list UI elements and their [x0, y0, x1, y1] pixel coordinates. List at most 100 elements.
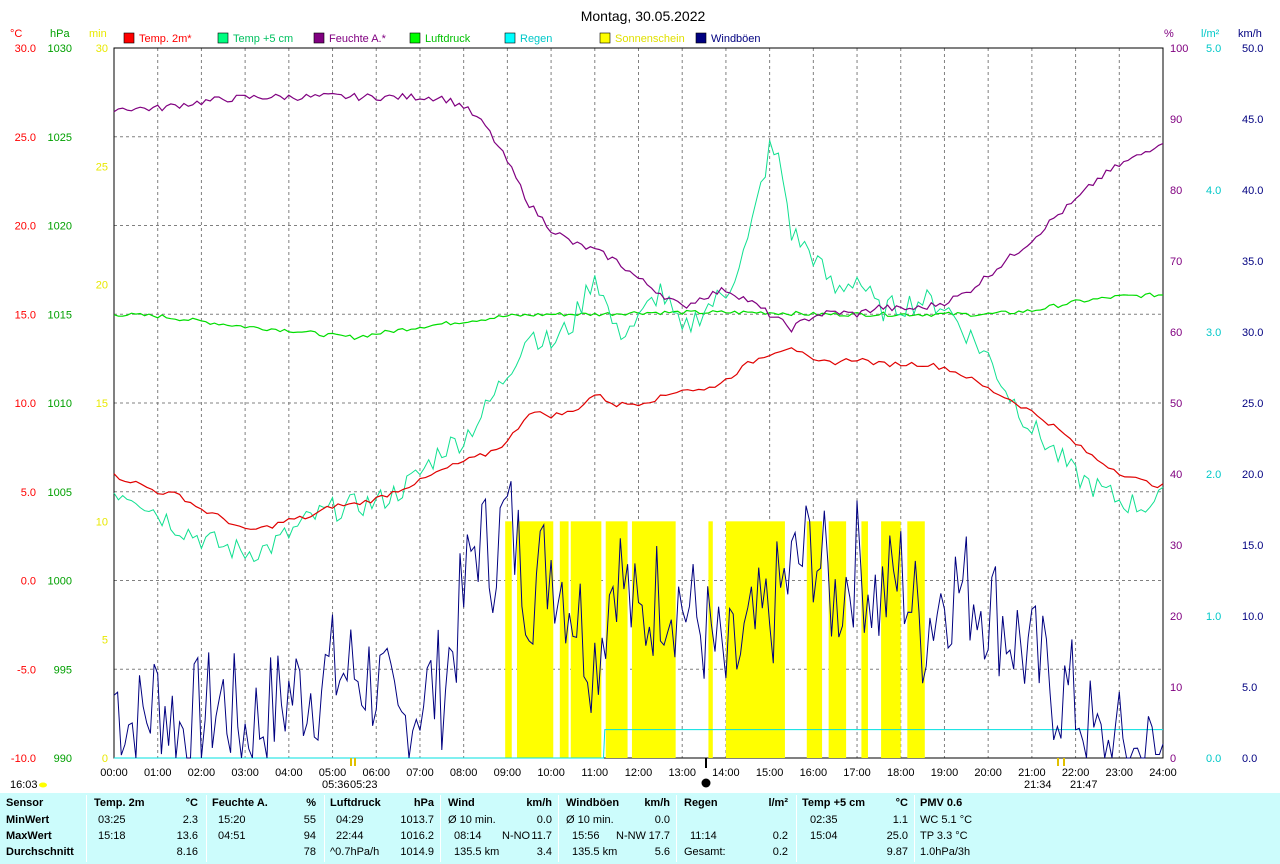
sensor-max-label: MaxWert — [6, 830, 52, 842]
rain-title: Regen — [684, 797, 718, 809]
pressure-title: Luftdruck — [330, 797, 381, 809]
legend-swatch — [599, 32, 611, 44]
hpa-tick-label: 1020 — [48, 221, 72, 233]
temp5-unit: °C — [895, 797, 908, 809]
sun-marker-icon — [39, 782, 47, 788]
series-lines — [113, 92, 1164, 759]
wind-avg10-label: Ø 10 min. — [448, 814, 496, 826]
hpa-tick-label: 990 — [54, 753, 72, 765]
gusts-unit: km/h — [644, 797, 670, 809]
gusts-line — [113, 481, 1164, 759]
kmh-tick-label: 20.0 — [1242, 469, 1263, 481]
kmh-tick-label: 30.0 — [1242, 327, 1263, 339]
pct-tick-label: 50 — [1170, 398, 1182, 410]
temp5cm-line — [113, 140, 1164, 563]
sunshine-bars — [505, 521, 925, 758]
temp-axis-unit: °C — [10, 28, 22, 40]
time-tick-label: 00:00 — [100, 767, 128, 779]
min-tick-label: 20 — [96, 280, 108, 292]
wind-title: Wind — [448, 797, 475, 809]
pmv-dewpoint: TP 3.3 °C — [920, 830, 968, 842]
kmh-tick-label: 25.0 — [1242, 398, 1263, 410]
hpa-tick-label: 995 — [54, 664, 72, 676]
sunrise-label: 05:36 — [322, 779, 350, 791]
legend-swatch — [504, 32, 516, 44]
gusts-max-value: 17.7 — [648, 830, 670, 842]
min-tick-label: 15 — [96, 398, 108, 410]
time-tick-label: 19:00 — [931, 767, 959, 779]
weather-chart: Montag, 30.05.2022 Temp. 2m* Temp +5 cm Fe… — [10, 8, 1263, 791]
gusts-max-time: 15:56 — [572, 830, 600, 842]
sunshine-bar — [605, 521, 628, 758]
current-time-label: 16:03 — [10, 779, 38, 791]
sunshine-bar — [708, 521, 713, 758]
time-tick-label: 18:00 — [887, 767, 915, 779]
time-tick-label: 17:00 — [843, 767, 871, 779]
chart-title: Montag, 30.05.2022 — [581, 8, 706, 24]
legend-swatch — [217, 32, 229, 44]
kmh-tick-label: 0.0 — [1242, 753, 1257, 765]
stats-pmv: PMV 0.6 WC 5.1 °C TP 3.3 °C 1.0hPa/3h — [916, 793, 1016, 864]
wind-avg10-value: 0.0 — [536, 814, 552, 826]
gusts-distance: 135.5 km — [572, 846, 618, 858]
rain-tick-label: 4.0 — [1206, 185, 1221, 197]
sensor-min-label: MinWert — [6, 814, 50, 826]
sunshine-bar — [505, 521, 512, 758]
temp-tick-label: 25.0 — [15, 132, 36, 144]
stats-temp2m: Temp. 2m °C 03:25 2.3 15:18 13.6 8.16 — [88, 793, 206, 864]
legend-label: Windböen — [711, 33, 761, 45]
stats-sensor: Sensor MinWert MaxWert Durchschnitt — [0, 793, 86, 864]
time-tick-label: 22:00 — [1062, 767, 1090, 779]
rain-tick-label: 1.0 — [1206, 611, 1221, 623]
pct-tick-label: 0 — [1170, 753, 1176, 765]
temp5-avg-value: 9.87 — [886, 846, 908, 858]
humidity-max-value: 94 — [303, 830, 316, 842]
rain-total-label: Gesamt: — [684, 846, 726, 858]
legend-swatch — [123, 32, 135, 44]
pct-tick-label: 100 — [1170, 43, 1188, 55]
axis-labels: °C hPa min% l/m² km/h 30.0 25.0 20.0 15.0 10.0 5.0… — [10, 28, 1263, 779]
rain-tick-label: 0.0 — [1206, 753, 1221, 765]
sensor-avg-label: Durchschnitt — [6, 846, 74, 858]
time-tick-label: 01:00 — [144, 767, 172, 779]
pct-tick-label: 10 — [1170, 682, 1182, 694]
rain-max-value: 0.2 — [772, 830, 788, 842]
moon-icon — [701, 778, 711, 788]
pct-tick-label: 60 — [1170, 327, 1182, 339]
pressure-min-time: 04:29 — [336, 814, 364, 826]
pressure-trend: ^0.7hPa/h — [330, 846, 380, 858]
time-tick-label: 11:00 — [581, 767, 608, 779]
sunshine-bar — [907, 521, 925, 758]
humidity-unit: % — [306, 797, 316, 809]
temp2m-avg-value: 8.16 — [176, 846, 198, 858]
legend-label: Temp +5 cm — [233, 33, 293, 45]
stats-gusts: Windböen km/h Ø 10 min. 0.0 15:56 N-NW 1… — [560, 793, 676, 864]
min-axis-unit: min — [89, 28, 107, 40]
humidity-avg-value: 78 — [303, 846, 316, 858]
pmv-windchill: WC 5.1 °C — [920, 814, 973, 826]
hpa-tick-label: 1030 — [48, 43, 72, 55]
hpa-tick-label: 1010 — [48, 398, 72, 410]
stats-panel: Sensor MinWert MaxWert Durchschnitt Temp… — [0, 793, 1280, 864]
time-tick-label: 21:00 — [1018, 767, 1046, 779]
kmh-tick-label: 50.0 — [1242, 43, 1263, 55]
stats-humidity: Feuchte A. % 15:20 55 04:51 94 78 — [208, 793, 324, 864]
time-tick-label: 10:00 — [537, 767, 565, 779]
time-tick-label: 16:00 — [800, 767, 828, 779]
temp-tick-label: 10.0 — [15, 398, 36, 410]
humidity-min-time: 15:20 — [218, 814, 246, 826]
sunshine-bar — [881, 521, 901, 758]
temp2m-min-value: 2.3 — [182, 814, 198, 826]
pct-tick-label: 20 — [1170, 611, 1182, 623]
rain-tick-label: 5.0 — [1206, 43, 1221, 55]
time-tick-label: 03:00 — [231, 767, 259, 779]
stats-temp5: Temp +5 cm °C 02:35 1.1 15:04 25.0 9.87 — [798, 793, 914, 864]
time-tick-label: 13:00 — [668, 767, 696, 779]
humidity-max-time: 04:51 — [218, 830, 246, 842]
temp5-min-time: 02:35 — [810, 814, 838, 826]
temp-tick-label: 5.0 — [21, 487, 36, 499]
hpa-tick-label: 1025 — [48, 132, 72, 144]
stats-rain: Regen l/m² 11:14 0.2 Gesamt: 0.2 — [678, 793, 796, 864]
wind-max-time: 08:14 — [454, 830, 482, 842]
pressure-min-value: 1013.7 — [400, 814, 434, 826]
